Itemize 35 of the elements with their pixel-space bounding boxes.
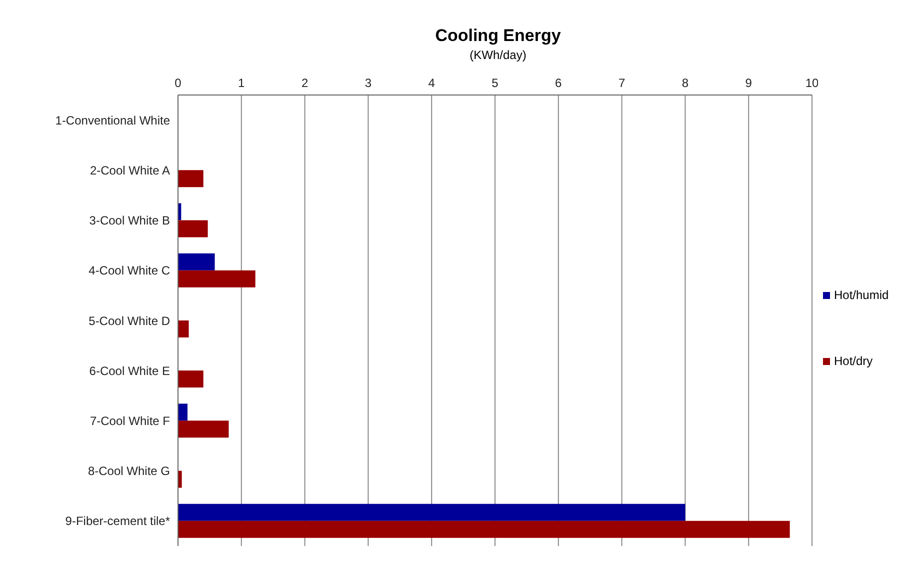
x-tick-label: 8 [682, 76, 689, 90]
x-tick-label: 3 [364, 76, 372, 90]
bar [178, 253, 215, 270]
x-tick-label: 7 [618, 76, 626, 90]
x-tick-label: 6 [555, 76, 562, 90]
y-tick-label: 1-Conventional White [55, 113, 170, 128]
bar [178, 520, 790, 538]
bar [178, 420, 229, 438]
bar [178, 170, 204, 188]
bar [178, 470, 182, 488]
x-tick-label: 9 [745, 76, 752, 90]
y-tick-label: 7-Cool White F [90, 414, 170, 428]
bar [178, 270, 256, 288]
bar [178, 320, 189, 338]
legend-label: Hot/dry [834, 354, 873, 368]
x-tick-label: 1 [238, 76, 246, 90]
bar [178, 504, 686, 521]
bar [178, 220, 208, 238]
x-tick-label: 2 [301, 76, 308, 90]
y-tick-label: 4-Cool White C [88, 264, 170, 278]
y-tick-label: 6-Cool White E [89, 364, 170, 378]
x-tick-label: 0 [174, 76, 182, 90]
x-tick-label: 4 [428, 76, 436, 90]
y-tick-label: 9-Fiber-cement tile* [65, 514, 170, 528]
y-tick-label: 2-Cool White A [90, 163, 170, 178]
legend-label: Hot/humid [834, 288, 889, 302]
chart-subtitle: (KWh/day) [468, 48, 528, 62]
bar [178, 370, 204, 388]
x-tick-label: 10 [805, 76, 819, 90]
y-tick-label: 8-Cool White G [88, 464, 170, 478]
bar [178, 404, 188, 421]
x-tick-label: 5 [492, 76, 499, 90]
y-tick-label: 3-Cool White B [89, 214, 170, 228]
chart-title: Cooling Energy [434, 26, 562, 46]
y-tick-label: 5-Cool White D [88, 314, 170, 328]
